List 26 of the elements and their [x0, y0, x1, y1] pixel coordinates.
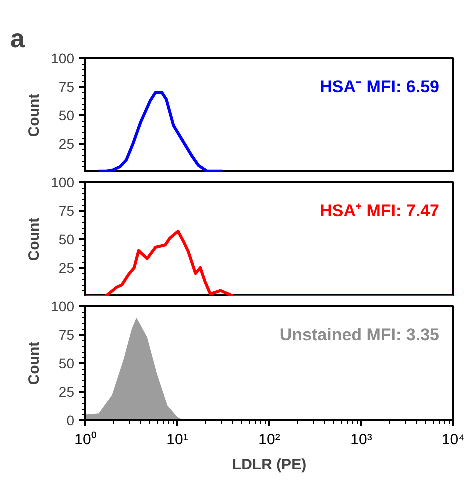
- y-tick-label: 100: [51, 50, 75, 66]
- y-tick-label: 75: [58, 327, 75, 343]
- annotation: HSA⁺ MFI: 7.47: [320, 202, 440, 220]
- y-tick-label: 100: [51, 298, 75, 314]
- y-tick-label: 25: [58, 136, 75, 152]
- y-tick-label: 75: [58, 203, 75, 219]
- y-tick-label: 50: [58, 356, 75, 372]
- x-axis-title: LDLR (PE): [232, 456, 307, 474]
- y-tick-label: 50: [58, 108, 75, 124]
- y-axis-title: Count: [26, 342, 44, 386]
- y-tick-label: 25: [58, 260, 75, 276]
- y-tick-label: 75: [58, 79, 75, 95]
- y-tick-label: 100: [51, 174, 75, 190]
- y-axis-title: Count: [26, 94, 44, 138]
- x-tick-label: 10³: [350, 432, 372, 448]
- x-tick-label: 10²: [258, 432, 280, 448]
- y-axis-title: Count: [26, 218, 44, 262]
- x-tick-label: 10¹: [166, 432, 188, 448]
- y-tick-label: 50: [58, 232, 75, 248]
- annotation: Unstained MFI: 3.35: [280, 326, 440, 344]
- x-tick-label: 10⁴: [442, 432, 466, 448]
- annotation: HSA⁻ MFI: 6.59: [320, 78, 440, 96]
- y-tick-label: 0: [66, 412, 75, 428]
- y-tick-label: 25: [58, 384, 75, 400]
- chart-title: a: [10, 24, 26, 54]
- x-tick-label: 10⁰: [74, 432, 96, 448]
